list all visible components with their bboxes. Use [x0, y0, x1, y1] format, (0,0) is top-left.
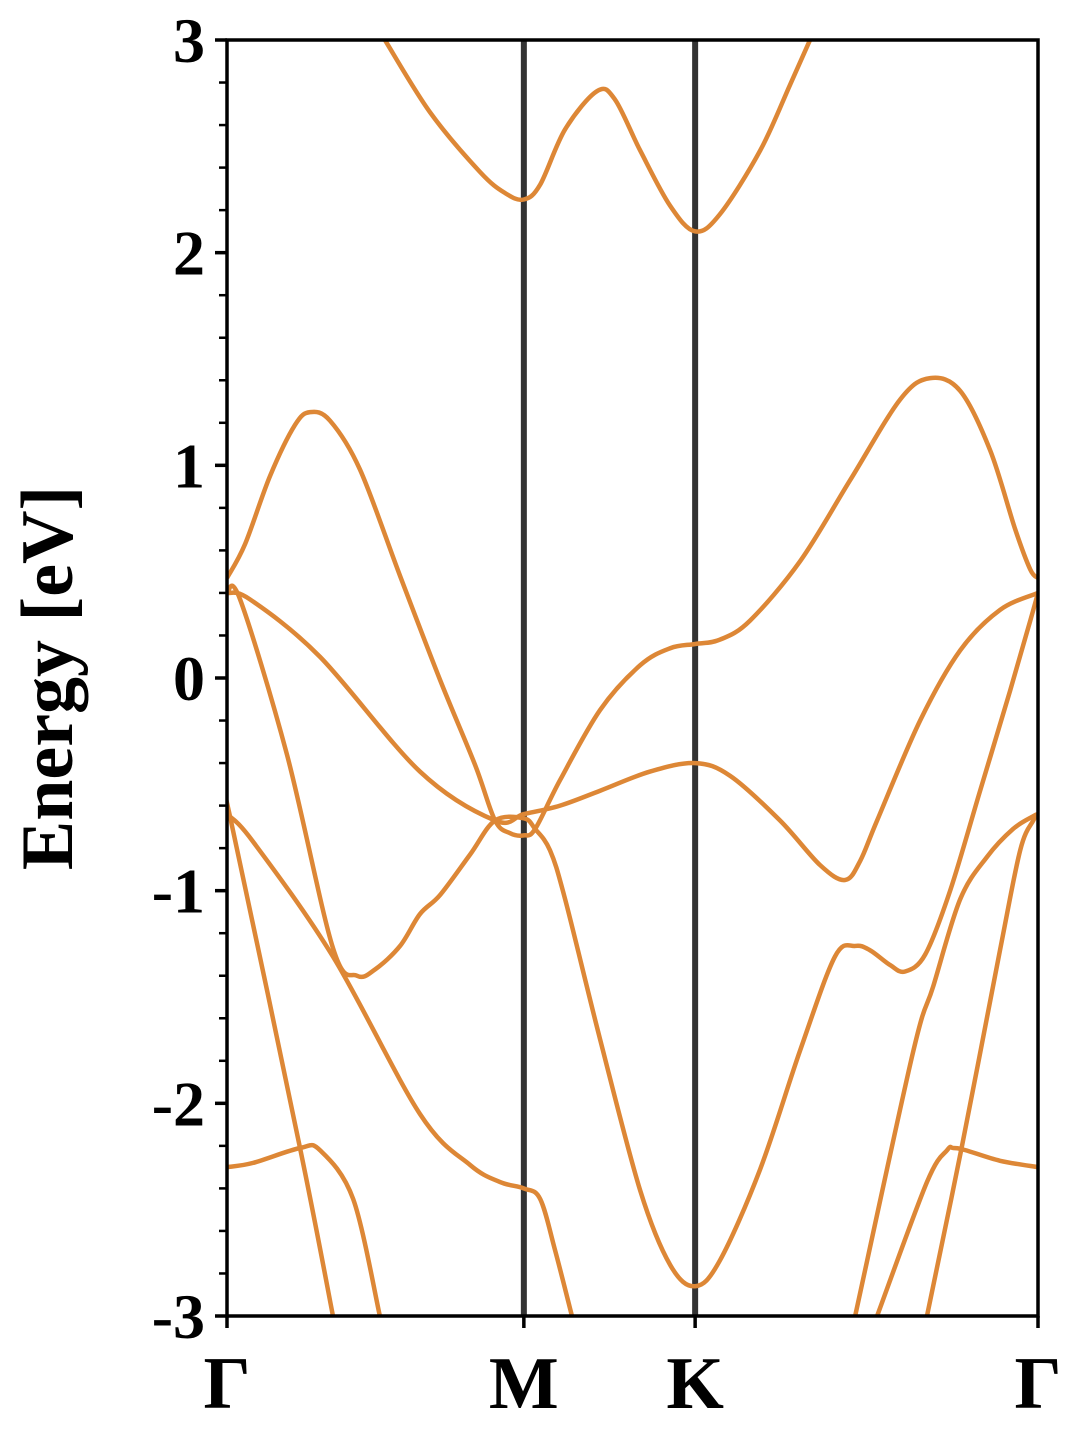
y-tick-label: 3: [173, 5, 205, 76]
band-9: [874, 1144, 1038, 1316]
band-1: [383, 40, 813, 234]
y-tick-label: 2: [173, 218, 205, 289]
x-tick-label: Γ: [203, 1343, 250, 1425]
band-3: [227, 590, 1038, 883]
band-4: [227, 583, 1038, 1289]
band-10: [924, 812, 1038, 1316]
band-7: [227, 1142, 383, 1316]
bands: [227, 40, 1038, 1316]
y-tick-label: 0: [173, 643, 205, 714]
x-tick-label: M: [489, 1343, 559, 1425]
band-5: [227, 793, 336, 1316]
band-6: [227, 812, 575, 1316]
y-tick-label: -1: [152, 856, 205, 927]
band-8: [852, 811, 1038, 1316]
plot-frame: [225, 38, 1040, 1318]
high-symmetry-lines: [520, 40, 699, 1316]
band-2: [227, 375, 1038, 838]
y-tick-label: 1: [173, 430, 205, 501]
y-axis: -3 -2 -1 0 1 2 3: [152, 5, 227, 1352]
x-tick-label: K: [666, 1343, 724, 1425]
y-tick-label: -3: [152, 1281, 205, 1352]
x-tick-label: Γ: [1014, 1343, 1061, 1425]
y-axis-label: Energy [eV]: [7, 486, 89, 870]
y-tick-label: -2: [152, 1068, 205, 1139]
